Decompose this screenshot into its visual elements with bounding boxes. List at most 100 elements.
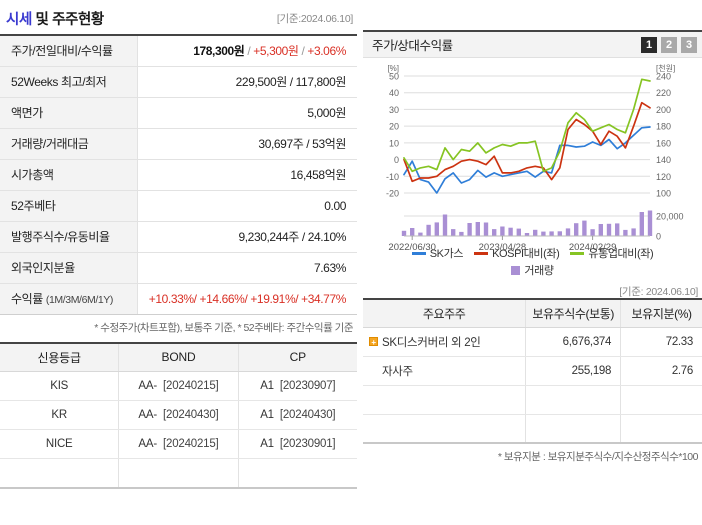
holder-ratio: 72.33 xyxy=(620,327,702,357)
svg-text:[%]: [%] xyxy=(387,64,399,73)
page-title-rest: 및 주주현황 xyxy=(31,12,105,28)
table-row: 시가총액 16,458억원 xyxy=(0,159,357,191)
quote-table-body: 주가/전일대비/수익률 178,300원 / +5,300원 / +3.06% … xyxy=(0,35,357,315)
credit-rating-table: 신용등급 BOND CP KIS AA- [20240215] A1 [2023… xyxy=(0,341,357,489)
holders-asof-label: [기준: 2024.06.10] xyxy=(619,286,698,298)
chart-tab-2[interactable]: 2 xyxy=(661,36,677,53)
legend-item-kospi: KOSPI대비(좌) xyxy=(474,245,560,261)
table-row: 액면가 5,000원 xyxy=(0,97,357,129)
credit-agency xyxy=(0,458,120,489)
spacer-top-right xyxy=(363,0,702,30)
holder-name[interactable]: + SK디스커버리 외 2인 xyxy=(363,327,527,357)
table-row: 거래량/거래대금 30,697주 / 53억원 xyxy=(0,128,357,160)
svg-text:180: 180 xyxy=(656,122,671,132)
svg-text:50: 50 xyxy=(389,72,399,82)
table-row xyxy=(363,414,702,444)
quote-value-par: 5,000원 xyxy=(137,97,357,129)
legend-label: KOSPI대비(좌) xyxy=(492,248,560,260)
credit-cp: A1 [20230907] xyxy=(238,371,357,401)
holder-ratio: 2.76 xyxy=(620,356,702,386)
legend-label: SK가스 xyxy=(429,248,464,260)
quote-value-price: 178,300원 / +5,300원 / +3.06% xyxy=(137,35,357,67)
quote-footnote: * 수정주가(차트포함), 보통주 기준, * 52주베타: 주간수익률 기준 xyxy=(94,321,353,334)
quote-label-marketcap: 시가총액 xyxy=(0,159,138,191)
table-header-row: 주요주주 보유주식수(보통) 보유지분(%) xyxy=(363,299,702,328)
svg-text:240: 240 xyxy=(656,72,671,82)
quote-label-beta: 52주베타 xyxy=(0,190,138,222)
quote-label-volume: 거래량/거래대금 xyxy=(0,128,138,160)
holders-col-shares: 보유주식수(보통) xyxy=(525,299,622,328)
holder-shares xyxy=(525,414,622,444)
quote-label-foreign: 외국인지분율 xyxy=(0,252,138,284)
table-row: KR AA- [20240430] A1 [20240430] xyxy=(0,400,357,430)
svg-text:2022/06/30: 2022/06/30 xyxy=(388,242,436,253)
credit-cp: A1 [20240430] xyxy=(238,400,357,430)
quote-label-price: 주가/전일대비/수익률 xyxy=(0,35,138,67)
price-change: +5,300원 xyxy=(253,44,299,59)
legend-square-icon xyxy=(511,265,521,275)
credit-agency: NICE xyxy=(0,429,120,459)
holder-ratio xyxy=(620,385,702,415)
svg-text:-10: -10 xyxy=(386,172,399,182)
holders-col-ratio: 보유지분(%) xyxy=(620,299,702,328)
svg-text:0: 0 xyxy=(656,232,661,242)
legend-label: 거래량 xyxy=(524,265,554,277)
credit-bond: AA- [20240215] xyxy=(118,429,239,459)
table-row: 자사주 255,198 2.76 xyxy=(363,356,702,386)
svg-text:200: 200 xyxy=(656,105,671,115)
table-row: 52주베타 0.00 xyxy=(0,190,357,222)
table-row: 발행주식수/유동비율 9,230,244주 / 24.10% xyxy=(0,221,357,253)
quote-label-returns-periods: (1M/3M/6M/1Y) xyxy=(45,294,114,306)
expand-icon[interactable]: + xyxy=(369,336,378,347)
svg-text:100: 100 xyxy=(656,189,671,199)
holder-shares: 6,676,374 xyxy=(525,327,622,357)
holder-shares: 255,198 xyxy=(525,356,622,386)
legend-item-sk-gas: SK가스 xyxy=(411,245,464,261)
chart-tab-3[interactable]: 3 xyxy=(681,36,697,53)
table-row: 수익률 (1M/3M/6M/1Y) +10.33%/ +14.66%/ +19.… xyxy=(0,283,357,315)
credit-bond: AA- [20240430] xyxy=(118,400,239,430)
chart-body: -20 -10 0 10 20 30 40 50 100 120 140 160 180 200 220 24… xyxy=(363,58,702,280)
table-header-row: 신용등급 BOND CP xyxy=(0,342,357,372)
holder-ratio xyxy=(620,414,702,444)
holders-table-head: 주요주주 보유주식수(보통) 보유지분(%) xyxy=(363,299,702,328)
holder-shares xyxy=(525,385,622,415)
quote-value-returns: +10.33%/ +14.66%/ +19.91%/ +34.77% xyxy=(137,283,357,315)
spacer xyxy=(0,335,357,342)
credit-cp xyxy=(238,458,357,489)
holder-name xyxy=(363,414,527,444)
legend-item-retail: 유통업대비(좌) xyxy=(570,245,654,261)
table-row xyxy=(0,458,357,489)
table-row: 52Weeks 최고/최저 229,500원 / 117,800원 xyxy=(0,66,357,98)
credit-col-bond: BOND xyxy=(118,342,239,372)
credit-bond xyxy=(118,458,239,489)
svg-text:10: 10 xyxy=(389,138,399,148)
quote-label-shares: 발행주식수/유동비율 xyxy=(0,221,138,253)
quote-label-par: 액면가 xyxy=(0,97,138,129)
table-row xyxy=(363,385,702,415)
svg-text:160: 160 xyxy=(656,138,671,148)
major-shareholders-table: 주요주주 보유주식수(보통) 보유지분(%) + SK디스커버리 외 2인 6,6… xyxy=(363,298,702,444)
table-row: 외국인지분율 7.63% xyxy=(0,252,357,284)
svg-text:2023/04/28: 2023/04/28 xyxy=(479,242,527,253)
page-title-highlight: 시세 xyxy=(6,12,32,28)
holders-table-body: + SK디스커버리 외 2인 6,676,374 72.33 자사주 255,19… xyxy=(363,327,702,444)
credit-col-cp: CP xyxy=(238,342,357,372)
holder-name xyxy=(363,385,527,415)
chart-legend: SK가스 KOSPI대비(좌) 유통업대비(좌) 거래량 xyxy=(363,245,702,278)
svg-text:40: 40 xyxy=(389,88,399,98)
chart-tab-1[interactable]: 1 xyxy=(641,36,657,53)
svg-text:20: 20 xyxy=(389,122,399,132)
price-change-pct: +3.06% xyxy=(307,44,346,59)
svg-text:140: 140 xyxy=(656,155,671,165)
svg-text:20,000: 20,000 xyxy=(656,212,684,222)
svg-text:-20: -20 xyxy=(386,189,399,199)
svg-text:0: 0 xyxy=(394,155,399,165)
credit-bond: AA- [20240215] xyxy=(118,371,239,401)
quote-value-marketcap: 16,458억원 xyxy=(137,159,357,191)
chart-title: 주가/상대수익률 xyxy=(372,39,453,53)
quote-asof-label: [기준:2024.06.10] xyxy=(276,13,353,25)
quote-value-52w: 229,500원 / 117,800원 xyxy=(137,66,357,98)
credit-agency: KR xyxy=(0,400,120,430)
